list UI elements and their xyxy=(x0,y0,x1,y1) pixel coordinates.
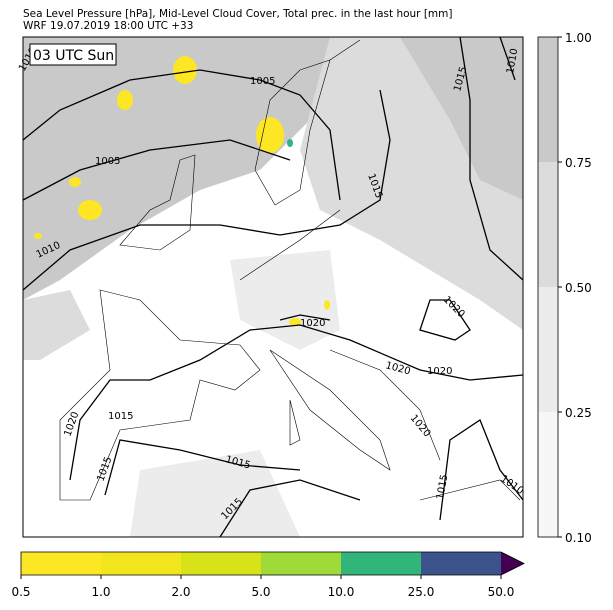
cloud-cover-area xyxy=(23,290,90,360)
cloud-cover-area xyxy=(400,37,523,200)
precip-tick: 25.0 xyxy=(408,585,435,599)
precip-tick: 5.0 xyxy=(251,585,270,599)
map-subtitle: WRF 19.07.2019 18:00 UTC +33 xyxy=(23,20,194,32)
cloud-tick: 0.50 xyxy=(565,281,592,295)
cloud-cover-area xyxy=(230,250,340,350)
precipitation-areas xyxy=(34,56,330,326)
isobar-label: 1005 xyxy=(95,156,120,167)
precip-tick: 2.0 xyxy=(171,585,190,599)
map-panel: 1005 1005 1010 1010 1015 1010 1015 1020 … xyxy=(17,36,525,538)
precip-colorbar: 0.5 1.0 2.0 5.0 10.0 25.0 50.0 xyxy=(11,551,525,599)
map-title: Sea Level Pressure [hPa], Mid-Level Clou… xyxy=(23,8,453,20)
precip-tick: 0.5 xyxy=(11,585,30,599)
isobar-label: 1015 xyxy=(108,411,133,422)
precip-tick: 10.0 xyxy=(328,585,355,599)
isobar-label: 1020 xyxy=(427,366,452,377)
isobar-label: 1015 xyxy=(435,474,450,501)
cloud-tick: 1.00 xyxy=(565,31,592,45)
coastlines xyxy=(59,39,521,501)
cloud-cover-colorbar: 1.00 0.75 0.50 0.25 0.10 xyxy=(537,31,592,545)
isobar-label: 1005 xyxy=(250,76,275,87)
time-label: 03 UTC Sun xyxy=(33,48,114,64)
cloud-cover-area xyxy=(23,37,330,300)
precip-tick: 1.0 xyxy=(91,585,110,599)
cloud-cover-area xyxy=(130,450,300,537)
isobar-label: 1020 xyxy=(300,318,325,329)
cloud-tick: 0.25 xyxy=(565,406,592,420)
precip-tick: 50.0 xyxy=(488,585,515,599)
isobar-label: 1010 xyxy=(505,48,520,75)
cloud-tick: 0.10 xyxy=(565,531,592,545)
isobars xyxy=(22,36,524,538)
cloud-tick: 0.75 xyxy=(565,156,592,170)
